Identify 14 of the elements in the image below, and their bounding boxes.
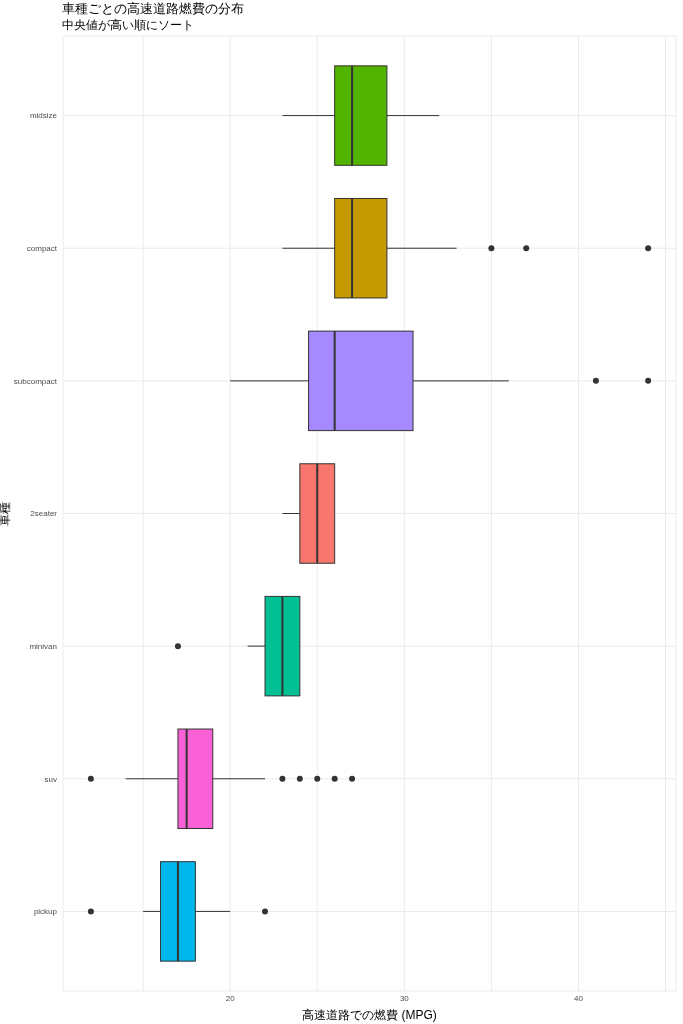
- y-tick-label: midsize: [29, 111, 58, 121]
- y-tick-label: compact: [26, 244, 58, 254]
- y-tick-label: suv: [44, 774, 57, 784]
- x-tick-label: 30: [399, 993, 410, 1003]
- y-tick-label: 2seater: [30, 509, 58, 519]
- x-axis-title: 高速道路での燃費 (MPG): [302, 1008, 437, 1022]
- y-axis-title: 車種: [0, 501, 13, 526]
- chart-subtitle: 中央値が高い順にソート: [62, 18, 194, 33]
- y-tick-label: subcompact: [13, 376, 58, 386]
- y-tick-label: minivan: [29, 641, 57, 651]
- x-tick-label: 20: [225, 993, 236, 1003]
- chart-title: 車種ごとの高速道路燃費の分布: [62, 1, 244, 17]
- x-tick-label: 40: [574, 993, 584, 1003]
- y-tick-label: pickup: [33, 907, 58, 917]
